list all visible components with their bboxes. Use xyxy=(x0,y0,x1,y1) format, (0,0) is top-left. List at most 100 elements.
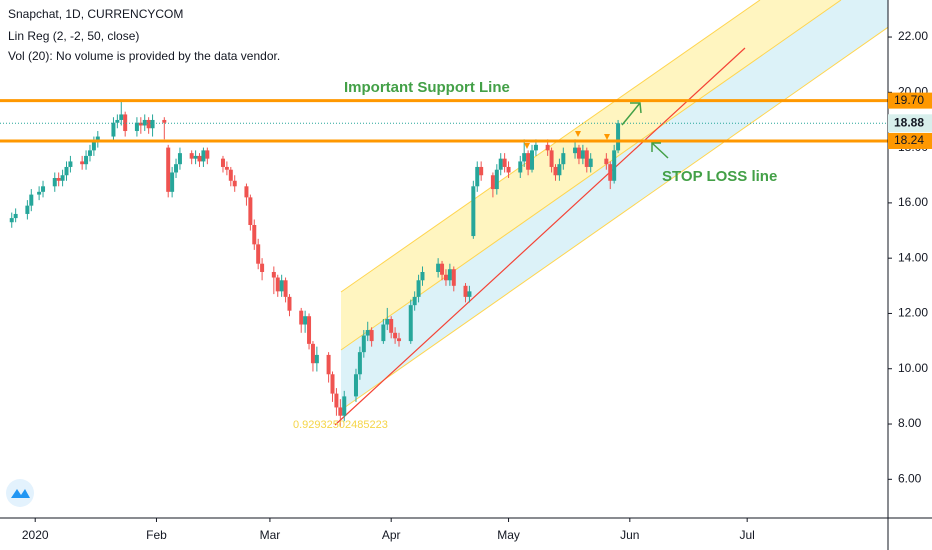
candle-body xyxy=(111,122,116,137)
trend-line xyxy=(334,47,746,426)
candle-body xyxy=(299,310,304,325)
candle-body xyxy=(201,150,206,162)
candle-body xyxy=(506,166,511,173)
candle-body xyxy=(397,338,402,342)
time-axis-bg xyxy=(0,518,932,550)
candle-body xyxy=(252,225,257,245)
candle-body xyxy=(557,164,562,176)
candle-body xyxy=(232,180,237,187)
candle-body xyxy=(174,164,179,173)
y-tick-label: 22.00 xyxy=(898,29,928,43)
candle-body xyxy=(338,407,343,416)
x-tick-label: Mar xyxy=(260,528,281,542)
candle-body xyxy=(68,161,73,167)
channel-line xyxy=(340,0,842,351)
candle-body xyxy=(451,269,456,286)
candle-body xyxy=(142,119,147,126)
candle-body xyxy=(420,271,425,281)
marker xyxy=(524,143,530,149)
last-price-bg xyxy=(888,114,932,133)
y-tick-label: 12.00 xyxy=(898,306,928,320)
candle-body xyxy=(608,164,613,181)
candle-body xyxy=(84,155,89,165)
arrow xyxy=(651,142,669,159)
header-title: Snapchat, 1D, CURRENCYCOM xyxy=(8,7,183,21)
header-indicator: Lin Reg (2, -2, 50, close) xyxy=(8,29,139,43)
fib-label: 0.92932502485223 xyxy=(293,419,388,431)
candle-body xyxy=(494,169,499,190)
logo-icon[interactable] xyxy=(11,489,30,498)
candle-body xyxy=(616,123,621,151)
candle-body xyxy=(189,153,194,159)
candle-body xyxy=(283,280,288,297)
candle-body xyxy=(193,155,198,159)
candle-body xyxy=(287,296,292,311)
candle-body xyxy=(138,122,143,126)
candle-body xyxy=(326,354,331,375)
candle-body xyxy=(385,318,390,325)
header-volume: Vol (20): No volume is provided by the d… xyxy=(8,49,280,63)
candle-body xyxy=(573,147,578,154)
candle-body xyxy=(256,244,261,264)
candle-body xyxy=(408,305,413,342)
candle-body xyxy=(475,166,480,187)
candle-body xyxy=(561,153,566,165)
candle-body xyxy=(314,354,319,364)
x-tick-label: Jun xyxy=(620,528,639,542)
candle-body xyxy=(119,114,124,120)
candle-body xyxy=(389,318,394,333)
y-tick-label: 8.00 xyxy=(898,416,922,430)
x-tick-label: Apr xyxy=(382,528,401,542)
candle-body xyxy=(64,166,69,176)
candle-body xyxy=(37,191,42,195)
candle-body xyxy=(471,186,476,237)
logo-bg[interactable] xyxy=(6,479,34,507)
candle-body xyxy=(361,335,366,353)
candle-body xyxy=(522,153,527,162)
candle-body xyxy=(502,158,507,167)
candle-body xyxy=(530,150,535,170)
channel-line xyxy=(340,0,928,411)
candle-body xyxy=(467,291,472,297)
y-tick-label: 6.00 xyxy=(898,471,922,485)
candle-body xyxy=(170,172,175,192)
candle-body xyxy=(369,330,374,342)
logo[interactable] xyxy=(6,479,34,507)
last-price-label: 18.88 xyxy=(894,115,924,129)
candle-body xyxy=(447,269,452,281)
channel-line xyxy=(340,0,761,293)
marker xyxy=(604,134,610,140)
candle-body xyxy=(303,316,308,325)
candle-body xyxy=(588,158,593,167)
candle-body xyxy=(576,147,581,159)
candle-body xyxy=(177,153,182,165)
candle-body xyxy=(244,186,249,198)
candle-body xyxy=(248,197,253,226)
x-tick-label: 2020 xyxy=(22,528,49,542)
candle-body xyxy=(479,166,484,176)
candle-body xyxy=(9,218,14,223)
candle-body xyxy=(334,393,339,408)
candle-body xyxy=(13,213,18,219)
candle-body xyxy=(498,158,503,170)
stop-loss-annotation: STOP LOSS line xyxy=(662,168,777,185)
candle-body xyxy=(526,153,531,170)
candle-body xyxy=(463,285,468,297)
candle-body xyxy=(260,263,265,272)
candle-body xyxy=(533,144,538,151)
level-label: 19.70 xyxy=(894,93,924,107)
level-label: 18.24 xyxy=(894,133,924,147)
candle-body xyxy=(584,150,589,167)
y-tick-label: 14.00 xyxy=(898,250,928,264)
y-tick-label: 10.00 xyxy=(898,361,928,375)
candle-body xyxy=(553,166,558,176)
candle-body xyxy=(166,147,171,192)
candle-body xyxy=(518,161,523,173)
x-tick-label: Jul xyxy=(739,528,754,542)
candle-body xyxy=(443,274,448,281)
candle-body xyxy=(436,263,441,272)
level-label-bg xyxy=(888,132,932,149)
candle-body xyxy=(381,324,386,342)
candle-body xyxy=(357,352,362,375)
